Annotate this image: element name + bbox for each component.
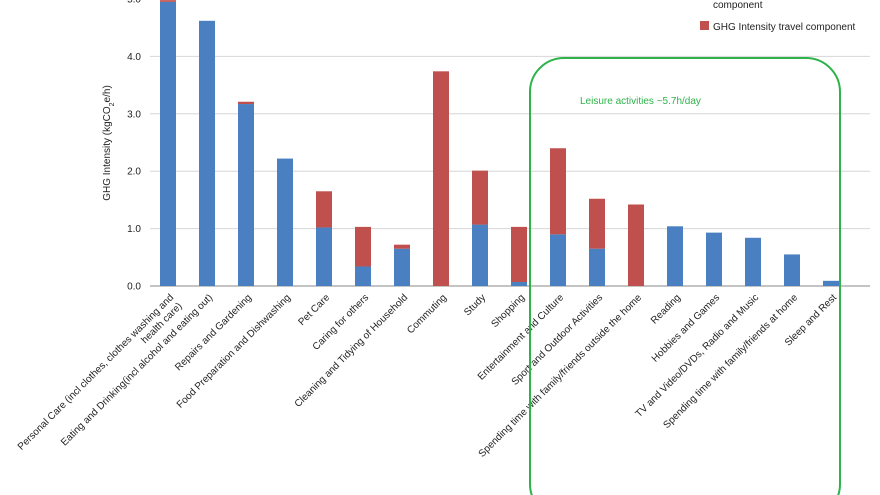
bar-segment-component (277, 158, 293, 286)
x-category-label: Pet Care (296, 292, 332, 328)
bar-segment-travel (433, 71, 449, 286)
bar-segment-travel (511, 226, 527, 282)
legend-swatch-travel (700, 21, 709, 30)
y-tick-label: 2.0 (127, 167, 141, 178)
bar-segment-component (511, 281, 527, 286)
bar-segment-component (745, 237, 761, 286)
bar-segment-travel (472, 170, 488, 225)
bar-segment-component (667, 226, 683, 286)
x-category-label: Study (462, 292, 488, 318)
y-axis-label: GHG Intensity (kgCO2e/h) (102, 85, 116, 201)
leisure-annotation: Leisure activities ~5.7h/day (529, 57, 841, 495)
bar-segment-component (160, 1, 176, 287)
bar-segment-component (316, 227, 332, 286)
bar-segment-component (550, 234, 566, 286)
y-tick-label: 0.0 (127, 282, 141, 293)
bar-segment-component (706, 232, 722, 286)
bars (160, 0, 839, 287)
bar-segment-component (784, 254, 800, 286)
bar-segment-component (394, 248, 410, 286)
bar-segment-component (355, 266, 371, 286)
x-category-label: Reading (649, 292, 683, 326)
y-tick-label: 5.0 (127, 0, 141, 6)
y-tick-label: 3.0 (127, 109, 141, 120)
y-tick-label: 1.0 (127, 224, 141, 235)
bar-segment-travel (316, 191, 332, 228)
bar-segment-component (589, 248, 605, 286)
x-category-label: Commuting (405, 292, 449, 336)
bar-segment-travel (160, 0, 176, 2)
bar-segment-component (238, 104, 254, 287)
legend: component GHG Intensity travel component (700, 0, 856, 33)
x-category-label: Spending time with family/friends at hom… (661, 292, 800, 431)
x-category-label: Hobbies and Games (650, 292, 722, 364)
leisure-activities-box (529, 57, 841, 495)
gridlines (150, 55, 870, 287)
legend-label-component: component (713, 0, 763, 11)
bar-segment-component (472, 224, 488, 286)
x-axis-category-labels: Personal Care (incl clothes, clothes was… (16, 292, 839, 461)
bar-segment-travel (355, 226, 371, 267)
bar-segment-travel (628, 204, 644, 286)
y-tick-label: 4.0 (127, 52, 141, 63)
bar-segment-travel (550, 148, 566, 235)
bar-segment-travel (589, 198, 605, 249)
x-category-label: Eating and Drinking(incl alcohol and eat… (59, 292, 215, 448)
y-axis-ticks: 0.0 1.0 2.0 3.0 4.0 5.0 (127, 0, 141, 293)
x-category-label: Repairs and Gardening (173, 292, 254, 373)
leisure-activities-label: Leisure activities ~5.7h/day (580, 96, 701, 107)
bar-segment-component (199, 20, 215, 286)
bar-segment-travel (238, 101, 254, 105)
x-category-label: Shopping (489, 292, 527, 330)
x-category-label: Personal Care (incl clothes, clothes was… (16, 292, 185, 461)
bar-segment-travel (394, 244, 410, 249)
bar-segment-component (823, 280, 839, 286)
legend-label-travel: GHG Intensity travel component (713, 22, 856, 33)
